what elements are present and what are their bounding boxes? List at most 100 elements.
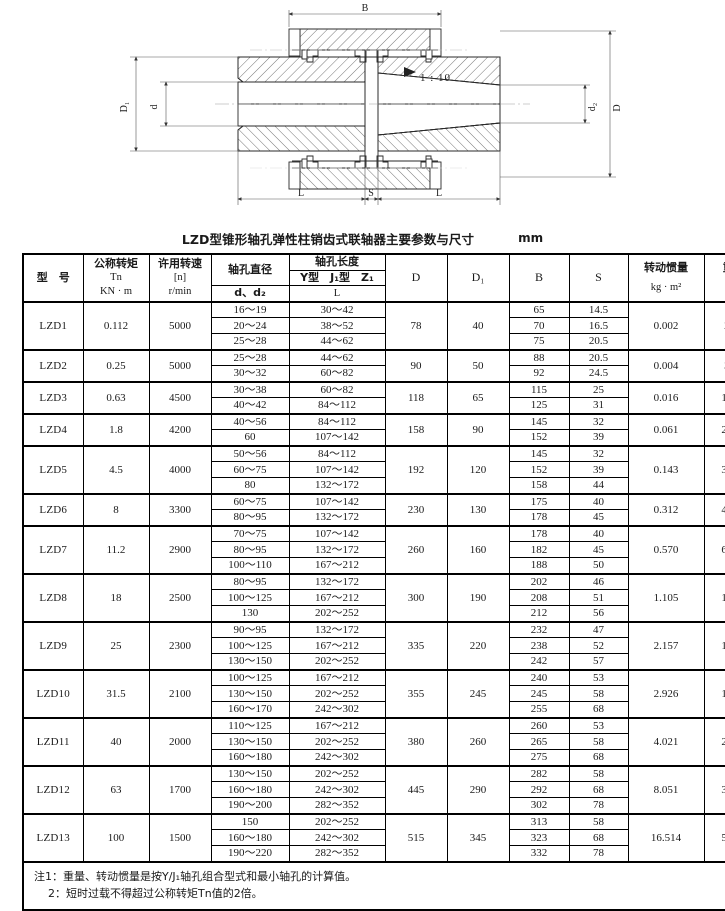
cell-bore-diameter: 160～180 — [210, 829, 290, 847]
cell-weight: 10.30 — [703, 380, 725, 415]
cell-B: 182 — [508, 541, 570, 559]
cell-D1: 50 — [446, 348, 510, 383]
table-row: LZD7 11.2 2900 70～75 107～142 260 160 178 40 0.570… — [22, 524, 725, 575]
cell-S: 78 — [568, 797, 629, 815]
cell-S: 31 — [568, 397, 629, 415]
cell-S: 40 — [568, 492, 629, 511]
cell-model: LZD1 — [22, 300, 84, 351]
cell-bore-length: 202～252 — [288, 605, 386, 623]
header-bore-diameter-symbol: d、d₂ — [210, 285, 290, 303]
cell-bore-length: 107～142 — [288, 492, 386, 511]
cell-B: 313 — [508, 812, 570, 831]
cell-bore-diameter: 80～95 — [210, 509, 290, 527]
cell-inertia: 0.016 — [627, 380, 705, 415]
cell-S: 20.5 — [568, 333, 629, 351]
cell-bore-length: 84～112 — [288, 412, 386, 431]
cell-D1: 345 — [446, 812, 510, 863]
cell-bore-length: 202～252 — [288, 733, 386, 751]
header-inertia: 转动惯量 kg · m² — [627, 253, 705, 303]
cell-B: 292 — [508, 781, 570, 799]
cell-speed: 2100 — [148, 668, 212, 719]
cell-speed: 3300 — [148, 492, 212, 527]
header-bore-length-symbol: L — [288, 285, 386, 303]
cell-bore-length: 132～172 — [288, 477, 386, 495]
technical-drawing: B D d₂ D₁ d L S L 1 : 10 — [0, 0, 725, 218]
table-row: LZD10.112500016～1930～4278406514.50.0022.… — [22, 300, 725, 351]
cell-model: LZD13 — [22, 812, 84, 863]
cell-D1: 120 — [446, 444, 510, 495]
cell-bore-diameter: 40～56 — [210, 412, 290, 431]
cell-speed: 5000 — [148, 300, 212, 351]
cell-weight: 48.16 — [703, 492, 725, 527]
cell-bore-diameter: 150 — [210, 812, 290, 831]
cell-weight: 31.71 — [703, 444, 725, 495]
header-D1: D₁ — [446, 253, 510, 303]
cell-bore-length: 60～82 — [288, 365, 386, 383]
cell-bore-diameter: 30～32 — [210, 365, 290, 383]
cell-S: 52 — [568, 637, 629, 655]
cell-B: 202 — [508, 572, 570, 591]
cell-S: 40 — [568, 524, 629, 543]
table-notes: 注1：重量、转动惯量是按Y/J₁轴孔组合型式和最小轴孔的计算值。 2：短时过载不得… — [22, 860, 725, 911]
cell-weight: 2.30 — [703, 300, 725, 351]
cell-D: 90 — [384, 348, 448, 383]
cell-B: 75 — [508, 333, 570, 351]
cell-S: 68 — [568, 829, 629, 847]
cell-S: 68 — [568, 701, 629, 719]
cell-model: LZD8 — [22, 572, 84, 623]
cell-bore-diameter: 110～125 — [210, 716, 290, 735]
cell-S: 20.5 — [568, 348, 629, 367]
cell-bore-diameter: 90～95 — [210, 620, 290, 639]
cell-bore-diameter: 60～75 — [210, 461, 290, 479]
cell-B: 255 — [508, 701, 570, 719]
table-row: LZD11 40 2000 110～125 167～212 380 260 260 53 4.02… — [22, 716, 725, 767]
specification-table: 型 号 公称转矩 Tn KN · m 许用转速 [n] r/min 轴孔直径 轴… — [22, 253, 725, 911]
taper-arrow-icon — [404, 67, 416, 77]
cell-bore-diameter: 160～180 — [210, 781, 290, 799]
cell-S: 47 — [568, 620, 629, 639]
cell-S: 14.5 — [568, 300, 629, 319]
table-row: LZD54.5400050～5684～112192120145320.14331… — [22, 444, 725, 495]
cell-bore-diameter: 130～150 — [210, 764, 290, 783]
cell-bore-diameter: 25～28 — [210, 348, 290, 367]
cell-D: 260 — [384, 524, 448, 575]
cell-bore-diameter: 190～220 — [210, 845, 290, 863]
cell-speed: 2000 — [148, 716, 212, 767]
cell-B: 323 — [508, 829, 570, 847]
cell-D1: 290 — [446, 764, 510, 815]
cell-B: 245 — [508, 685, 570, 703]
table-row: 25～28 44～62 75 20.5 — [23, 333, 725, 351]
cell-bore-diameter: 190～200 — [210, 797, 290, 815]
cell-D: 355 — [384, 668, 448, 719]
cell-bore-length: 44～62 — [288, 333, 386, 351]
cell-torque: 1.8 — [82, 412, 150, 447]
table-row: 160～180 242～302 292 68 — [23, 781, 725, 799]
cell-B: 115 — [508, 380, 570, 399]
cell-D1: 40 — [446, 300, 510, 351]
dimension-label-B: B — [362, 3, 369, 14]
cell-B: 265 — [508, 733, 570, 751]
cell-torque: 31.5 — [82, 668, 150, 719]
cell-S: 39 — [568, 461, 629, 479]
cell-inertia: 8.051 — [627, 764, 705, 815]
table-header: 型 号 公称转矩 Tn KN · m 许用转速 [n] r/min 轴孔直径 轴… — [22, 253, 725, 303]
header-S: S — [568, 253, 629, 303]
cell-bore-diameter: 16～19 — [210, 300, 290, 319]
cell-D1: 90 — [446, 412, 510, 447]
cell-bore-diameter: 100～110 — [210, 557, 290, 575]
cell-bore-length: 167～212 — [288, 589, 386, 607]
cell-speed: 4000 — [148, 444, 212, 495]
note-line: 2：短时过载不得超过公称转矩Tn值的2倍。 — [48, 886, 263, 900]
cell-B: 178 — [508, 524, 570, 543]
cell-B: 152 — [508, 429, 570, 447]
cell-D1: 160 — [446, 524, 510, 575]
title-row: LZD型锥形轴孔弹性柱销齿式联轴器主要参数与尺寸 mm — [0, 228, 725, 248]
table-row: LZD925230090～95132～172335220232472.15715… — [22, 620, 725, 671]
cell-bore-length: 132～172 — [288, 620, 386, 639]
cell-D: 380 — [384, 716, 448, 767]
cell-B: 125 — [508, 397, 570, 415]
cell-S: 50 — [568, 557, 629, 575]
cell-D: 335 — [384, 620, 448, 671]
cell-inertia: 2.157 — [627, 620, 705, 671]
table-row: LZD12 63 1700 130～150 202～252 445 290 282 58 8.05… — [22, 764, 725, 815]
